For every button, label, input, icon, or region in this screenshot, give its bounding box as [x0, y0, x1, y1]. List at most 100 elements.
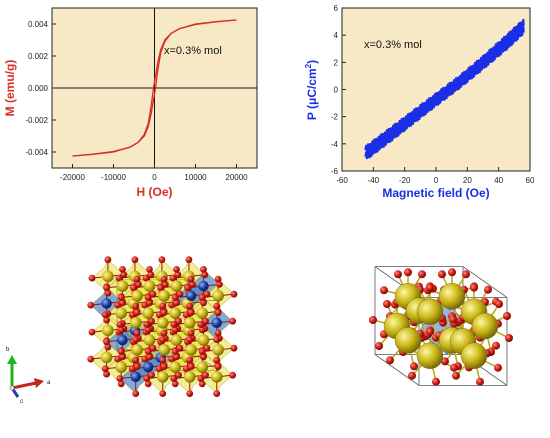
- oxygen-atom: [88, 274, 96, 282]
- y-tick-label: -0.004: [25, 148, 48, 157]
- oxygen-atom: [160, 309, 168, 316]
- oxygen-atom: [495, 300, 503, 308]
- y-tick-label: -6: [331, 167, 339, 176]
- oxygen-atom: [144, 380, 152, 388]
- oxygen-atom: [143, 321, 151, 328]
- oxygen-atom: [173, 353, 180, 361]
- cation-a-atom: [158, 290, 170, 302]
- a-axis-arrowhead: [34, 378, 44, 388]
- y-tick-label: 4: [334, 31, 339, 40]
- oxygen-atom: [214, 329, 222, 337]
- oxygen-atom: [505, 334, 513, 342]
- crystal-structure-left: [87, 256, 238, 397]
- oxygen-atom: [198, 326, 206, 334]
- oxygen-atom: [169, 274, 177, 282]
- x-axis-label: Magnetic field (Oe): [382, 186, 489, 200]
- axes-indicator: b a c: [6, 347, 51, 405]
- oxygen-atom: [117, 294, 125, 301]
- oxygen-atom: [426, 283, 434, 292]
- y-label-mu: μ: [305, 98, 319, 105]
- oxygen-atom: [158, 256, 166, 264]
- oxygen-atom: [230, 290, 238, 298]
- axes-origin: [9, 385, 15, 391]
- oxygen-atom: [146, 266, 153, 273]
- oxygen-atom: [132, 390, 140, 397]
- x-tick-label: 20: [463, 176, 472, 185]
- oxygen-atom: [187, 329, 195, 337]
- oxygen-atom: [159, 356, 167, 364]
- y-axis-label: M (emu/g): [3, 60, 17, 117]
- cation-b-atom: [143, 361, 154, 373]
- oxygen-atom: [187, 309, 195, 316]
- oxygen-atom: [386, 356, 394, 365]
- oxygen-atom: [213, 390, 221, 397]
- oxygen-atom: [375, 342, 383, 350]
- x-tick-label: -10000: [101, 173, 126, 182]
- series-line-lower: [364, 25, 525, 160]
- oxygen-atom: [104, 289, 112, 297]
- oxygen-atom: [88, 328, 96, 336]
- cation-b-atom: [101, 298, 112, 309]
- oxygen-atom: [175, 371, 183, 379]
- x-tick-label: 60: [526, 176, 535, 185]
- cation-a-atom: [416, 342, 444, 369]
- cation-a-atom: [212, 290, 224, 302]
- cation-b-atom: [185, 290, 197, 301]
- oxygen-atom: [200, 266, 207, 273]
- oxygen-atom: [173, 299, 180, 307]
- x-tick-label: 0: [152, 173, 157, 182]
- y-ticks: -0.004 -0.002 0.000 0.002 0.004: [25, 20, 56, 157]
- atoms: [369, 268, 513, 386]
- cation-a-atom: [438, 283, 466, 310]
- oxygen-atom: [119, 266, 126, 273]
- cation-a-atom: [115, 307, 127, 319]
- cation-a-atom: [170, 334, 183, 346]
- oxygen-atom: [176, 344, 184, 352]
- oxygen-atom: [187, 275, 195, 283]
- oxygen-atom: [230, 344, 238, 352]
- oxygen-atom: [143, 375, 151, 382]
- cation-a-atom: [116, 280, 129, 292]
- oxygen-atom: [203, 344, 211, 352]
- oxygen-atom: [197, 375, 205, 382]
- cation-a-atom: [185, 344, 197, 356]
- x-tick-label: -60: [336, 176, 348, 185]
- oxygen-atom: [484, 285, 492, 294]
- oxygen-atom: [87, 301, 95, 309]
- oxygen-atom: [186, 302, 194, 310]
- oxygen-atom: [157, 284, 165, 292]
- oxygen-atom: [186, 390, 194, 397]
- b-axis-arrowhead: [7, 355, 17, 364]
- oxygen-atom: [132, 356, 140, 364]
- oxygen-atom: [117, 380, 125, 388]
- oxygen-atom: [404, 268, 412, 277]
- y-tick-label: 0.004: [28, 20, 49, 29]
- oxygen-atom: [380, 286, 388, 295]
- x-ticks: -60 -40 -20 0 20 40 60: [336, 167, 535, 185]
- oxygen-atom: [147, 271, 155, 279]
- oxygen-atom: [452, 371, 460, 380]
- cation-a-atom: [100, 351, 113, 364]
- oxygen-atom: [117, 348, 125, 355]
- oxygen-atom: [383, 300, 391, 308]
- oxygen-atom: [189, 281, 196, 288]
- oxygen-atom: [438, 270, 446, 279]
- oxygen-atom: [185, 256, 193, 264]
- oxygen-atom: [120, 271, 128, 279]
- oxygen-atom: [159, 336, 167, 343]
- oxygen-atom: [133, 363, 141, 370]
- oxygen-atom: [213, 356, 221, 364]
- c-axis-label: c: [20, 399, 23, 405]
- y-tick-label: -0.002: [25, 116, 48, 125]
- oxygen-atom: [214, 275, 222, 283]
- y-tick-label: -4: [331, 140, 339, 149]
- oxygen-atom: [448, 268, 456, 277]
- oxygen-atom: [410, 362, 418, 371]
- cation-a-atom: [158, 344, 170, 356]
- oxygen-atom: [197, 321, 205, 328]
- oxygen-atom: [132, 302, 140, 310]
- y-label-unit: C/cm: [305, 68, 319, 97]
- unit-cell-edge: [374, 354, 420, 386]
- oxygen-atom: [494, 363, 502, 372]
- cation-b-atom: [130, 371, 141, 382]
